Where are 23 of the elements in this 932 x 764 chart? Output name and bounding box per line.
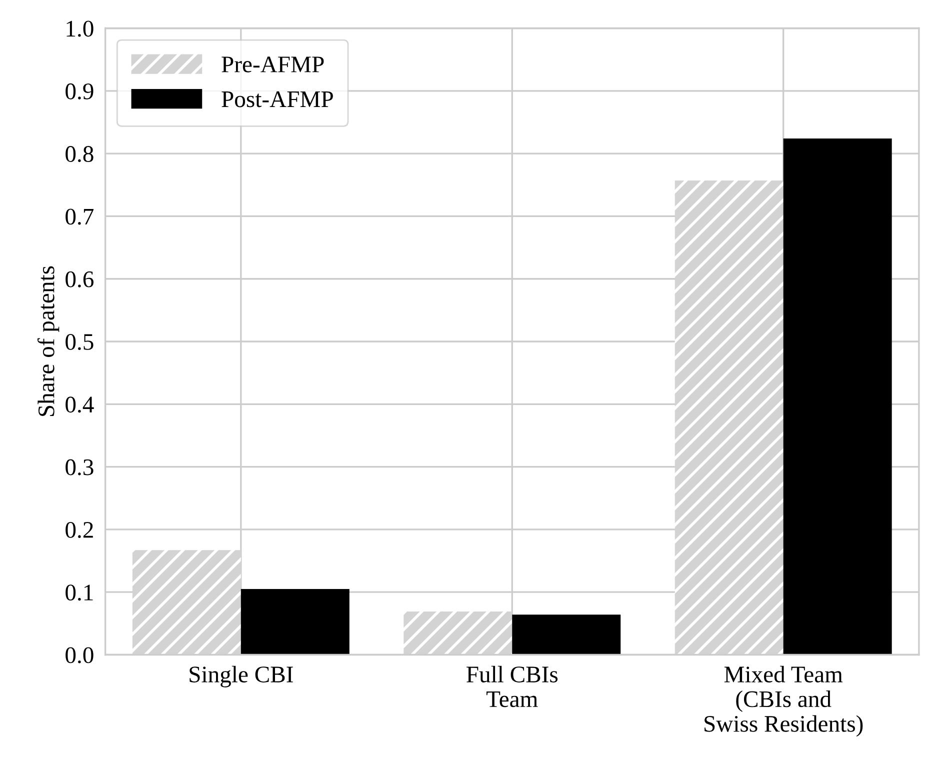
- y-tick-label: 1.0: [66, 20, 94, 37]
- y-tick-label: 0.2: [66, 522, 93, 538]
- y-tick-label: 0.3: [66, 459, 94, 476]
- y-tick-label: 0.7: [66, 208, 94, 225]
- y-tick-label: 0.9: [66, 83, 94, 100]
- x-tick-label: Mixed Team (CBIs and Swiss Residents): [704, 666, 863, 737]
- bar: [512, 614, 621, 655]
- legend-label: Post-AFMP: [222, 91, 333, 108]
- y-tick-label: 0.4: [66, 396, 94, 413]
- bar: [674, 180, 784, 655]
- bar: [783, 138, 892, 655]
- y-tick-label: 0.5: [66, 334, 94, 350]
- x-tick-label: Single CBI: [190, 666, 293, 688]
- y-tick-label: 0.8: [66, 146, 94, 162]
- y-tick-label: 0.6: [66, 271, 94, 288]
- bar: [404, 612, 512, 655]
- y-axis-title: Share of patents: [37, 266, 60, 416]
- x-tick-label: Full CBIs Team: [466, 666, 558, 708]
- legend-label: Pre-AFMP: [222, 56, 324, 72]
- bar: [132, 550, 241, 655]
- y-tick-label: 0.0: [66, 647, 94, 664]
- bar: [240, 588, 350, 655]
- y-tick-label: 0.1: [66, 584, 93, 601]
